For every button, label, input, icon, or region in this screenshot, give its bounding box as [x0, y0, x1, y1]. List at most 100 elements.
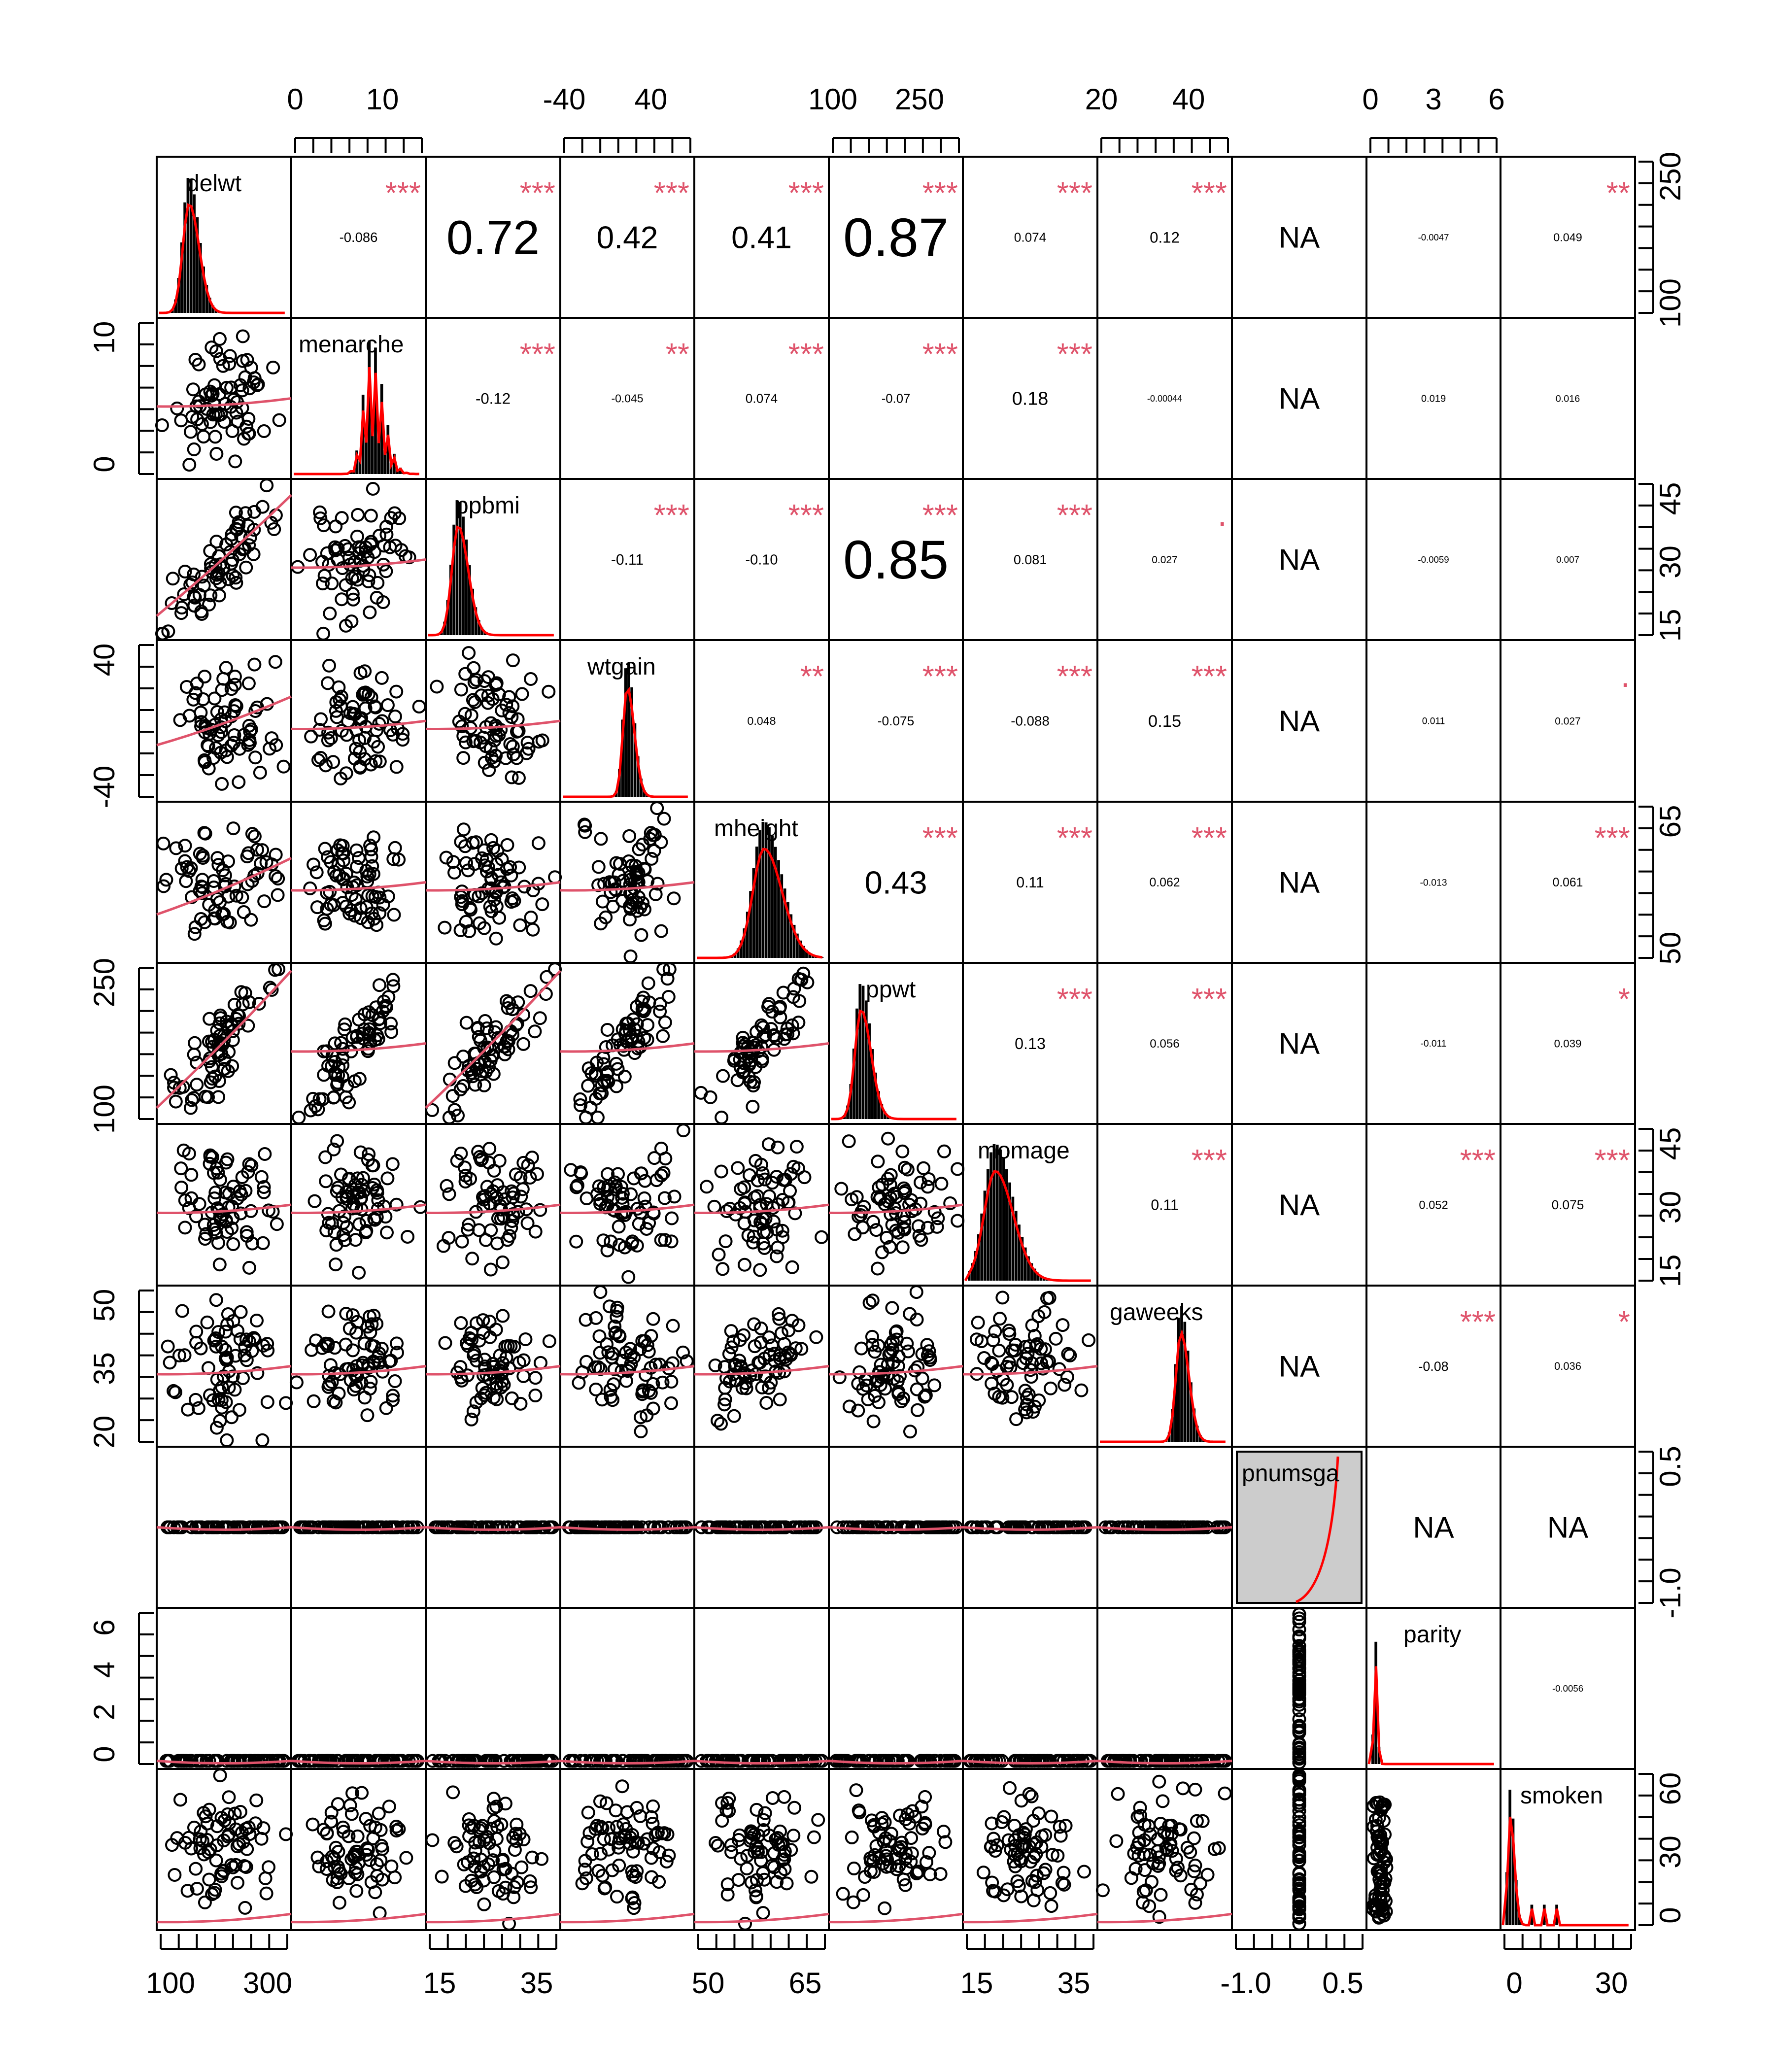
- scatter-point: [700, 1180, 714, 1194]
- scatter-point: [871, 1155, 885, 1169]
- histogram-bar: [880, 1104, 884, 1119]
- scatter-point: [179, 1754, 194, 1768]
- scatter-point: [226, 1369, 240, 1384]
- correlation-value-5-8: NA: [1279, 1027, 1320, 1060]
- scatter-point: [854, 1341, 868, 1356]
- diagonal-label-pnumsga: pnumsga: [1242, 1461, 1339, 1487]
- histogram-bar: [758, 830, 761, 958]
- histogram-bar: [746, 912, 749, 958]
- panel-frame-7-5: [828, 1285, 964, 1448]
- scatter-point: [885, 1301, 899, 1315]
- scatter-point: [237, 728, 251, 742]
- scatter-point: [600, 1243, 614, 1257]
- histogram-bar: [1023, 1247, 1027, 1281]
- scatter-panel-mheight-vs-delwt: [156, 821, 292, 941]
- scatter-point: [308, 1099, 323, 1113]
- right-tick-label-2-1: 30: [1654, 545, 1687, 578]
- scatter-point: [533, 1011, 547, 1025]
- scatter-point: [625, 885, 639, 900]
- scatter-point: [313, 511, 328, 525]
- scatter-point: [1218, 1786, 1232, 1800]
- panel-frame-3-1: [290, 639, 427, 803]
- scatter-point: [1111, 1787, 1125, 1801]
- scatter-point: [247, 829, 262, 844]
- scatter-point: [911, 1360, 925, 1374]
- scatter-point: [361, 915, 375, 929]
- scatter-point: [344, 1520, 358, 1534]
- scatter-point: [264, 515, 278, 530]
- scatter-point: [201, 1520, 215, 1534]
- scatter-point: [658, 1015, 672, 1029]
- scatter-point: [218, 1343, 233, 1357]
- smoother-line: [425, 881, 561, 892]
- scatter-point: [985, 1376, 999, 1391]
- scatter-point: [667, 1189, 682, 1204]
- scatter-point: [607, 1362, 621, 1376]
- scatter-point: [229, 406, 243, 420]
- scatter-point: [592, 1179, 606, 1193]
- scatter-point: [389, 684, 404, 699]
- scatter-point: [1018, 1402, 1032, 1417]
- scatter-point: [1044, 1899, 1058, 1913]
- scatter-point: [218, 1325, 233, 1339]
- scatter-point: [754, 1321, 768, 1335]
- scatter-point: [320, 1826, 334, 1840]
- scatter-panel-gaweeks-vs-ppbmi: [425, 1309, 561, 1427]
- scatter-point: [364, 1375, 378, 1389]
- histogram-bar: [1377, 1746, 1381, 1764]
- scatter-point: [186, 382, 200, 397]
- scatter-point: [229, 699, 243, 713]
- diagonal-panel-gaweeks: [1100, 1306, 1226, 1443]
- scatter-point: [595, 1086, 609, 1100]
- panel-frame-6-3: [559, 1123, 695, 1287]
- smoother-line: [425, 970, 561, 1109]
- density-line: [697, 848, 823, 959]
- scatter-point: [379, 564, 393, 578]
- scatter-point: [784, 1348, 798, 1362]
- scatter-point: [359, 900, 374, 915]
- correlation-value-3-4: 0.048: [747, 714, 776, 727]
- histogram-bar: [465, 539, 468, 635]
- correlation-value-3-6: -0.088: [1011, 713, 1049, 729]
- scatter-point: [977, 1351, 991, 1365]
- correlation-value-1-4: 0.074: [746, 391, 778, 406]
- histogram-bar: [1018, 1224, 1021, 1281]
- scatter-point: [637, 1191, 651, 1205]
- scatter-point: [209, 1421, 224, 1435]
- histogram-bar: [1036, 1272, 1039, 1281]
- diagonal-panel-ppbmi: [428, 500, 554, 637]
- scatter-point: [262, 1203, 276, 1218]
- significance-stars-5-6: ***: [1057, 983, 1092, 1017]
- scatter-panel-smoken-vs-momage: [962, 1781, 1098, 1924]
- significance-stars-1-4: ***: [788, 338, 824, 372]
- scatter-point: [592, 1329, 607, 1343]
- scatter-point: [765, 1338, 779, 1353]
- scatter-point: [930, 1220, 944, 1234]
- scatter-point: [1200, 1868, 1215, 1882]
- scatter-point: [768, 1520, 783, 1534]
- scatter-point: [229, 506, 243, 520]
- scatter-point: [463, 1172, 478, 1186]
- scatter-point: [992, 1343, 1006, 1358]
- scatter-point: [600, 1337, 614, 1352]
- scatter-point: [234, 1305, 248, 1319]
- scatter-point: [1040, 1355, 1054, 1369]
- scatter-point: [478, 674, 492, 688]
- scatter-point: [505, 891, 519, 906]
- scatter-point: [192, 394, 206, 408]
- scatter-point: [887, 1520, 901, 1534]
- smoother-line: [1097, 1526, 1232, 1531]
- scatter-point: [362, 1005, 376, 1019]
- scatter-point: [205, 1072, 219, 1086]
- scatter-point: [336, 896, 350, 910]
- scatter-point: [345, 1754, 359, 1768]
- scatter-point: [257, 424, 271, 438]
- scatter-point: [897, 1215, 912, 1229]
- scatter-point: [1002, 1781, 1017, 1795]
- scatter-point: [667, 891, 681, 906]
- scatter-panel-parity-vs-momage: [962, 1754, 1098, 1768]
- correlation-value-6-8: NA: [1279, 1189, 1320, 1222]
- scatter-point: [190, 677, 204, 691]
- scatter-point: [182, 1147, 196, 1161]
